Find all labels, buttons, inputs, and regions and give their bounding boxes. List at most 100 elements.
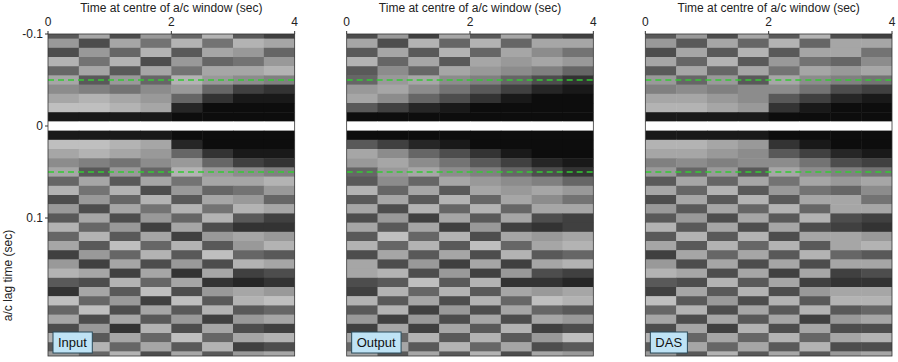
cell: [408, 57, 439, 67]
cell: [501, 269, 532, 279]
cell: [532, 48, 563, 58]
cell: [202, 186, 233, 196]
cell: [110, 85, 141, 95]
cell: [202, 324, 233, 334]
cell: [48, 259, 79, 269]
cell: [769, 204, 800, 214]
cell: [233, 149, 264, 159]
cell: [439, 278, 470, 288]
cell: [563, 250, 594, 260]
cell: [233, 131, 264, 141]
cell: [707, 177, 738, 187]
cell: [110, 213, 141, 223]
cell: [378, 48, 409, 58]
cell: [408, 75, 439, 85]
cell: [769, 259, 800, 269]
cell: [769, 351, 800, 356]
cell: [79, 103, 110, 113]
cell: [470, 48, 501, 58]
cell: [439, 342, 470, 352]
cell: [202, 259, 233, 269]
reference-line: [48, 79, 295, 81]
cell: [110, 149, 141, 159]
cell: [800, 57, 831, 67]
cell: [470, 85, 501, 95]
cell: [861, 39, 892, 49]
cell: [830, 94, 861, 104]
cell: [470, 342, 501, 352]
cell: [830, 112, 861, 122]
cell: [378, 223, 409, 233]
cell: [501, 296, 532, 306]
cell: [110, 158, 141, 168]
cell: [769, 75, 800, 85]
cell: [378, 66, 409, 76]
cell: [141, 66, 172, 76]
cell: [264, 57, 295, 67]
y-tick-label: 0.1: [26, 211, 43, 225]
cell: [830, 324, 861, 334]
cell: [439, 121, 470, 131]
cell: [347, 232, 378, 242]
cell: [79, 278, 110, 288]
cell: [264, 223, 295, 233]
cell: [439, 269, 470, 279]
cell: [707, 241, 738, 251]
cell: [171, 287, 202, 297]
cell: [800, 287, 831, 297]
cell: [171, 75, 202, 85]
cell: [439, 223, 470, 233]
cell: [830, 250, 861, 260]
cell: [707, 66, 738, 76]
cell: [707, 131, 738, 141]
cell: [800, 305, 831, 315]
cell: [738, 232, 769, 242]
cell: [347, 177, 378, 187]
cell: [830, 342, 861, 352]
cell: [110, 103, 141, 113]
cell: [439, 305, 470, 315]
cell: [676, 259, 707, 269]
cell: [141, 186, 172, 196]
cell: [141, 131, 172, 141]
cell: [48, 250, 79, 260]
cell: [171, 213, 202, 223]
cell: [408, 177, 439, 187]
cell: [830, 223, 861, 233]
cell: [563, 351, 594, 356]
cell: [141, 149, 172, 159]
cell: [800, 213, 831, 223]
cell: [563, 223, 594, 233]
cell: [171, 259, 202, 269]
cell: [264, 250, 295, 260]
cell: [141, 287, 172, 297]
cell: [202, 103, 233, 113]
cell: [645, 232, 676, 242]
cell: [707, 232, 738, 242]
cell: [800, 342, 831, 352]
cell: [563, 48, 594, 58]
cell: [563, 85, 594, 95]
cell: [861, 278, 892, 288]
cell: [408, 342, 439, 352]
cell: [470, 287, 501, 297]
cell: [738, 186, 769, 196]
reference-line: [645, 79, 892, 81]
cell: [202, 296, 233, 306]
cell: [439, 296, 470, 306]
cell: [532, 223, 563, 233]
cell: [861, 131, 892, 141]
cell: [830, 149, 861, 159]
cell: [800, 66, 831, 76]
cell: [264, 39, 295, 49]
cell: [110, 232, 141, 242]
cell: [264, 195, 295, 205]
cell: [378, 296, 409, 306]
cell: [769, 112, 800, 122]
cell: [378, 278, 409, 288]
cell: [800, 269, 831, 279]
cell: [830, 259, 861, 269]
cell: [408, 204, 439, 214]
cell: [202, 112, 233, 122]
cell: [563, 131, 594, 141]
